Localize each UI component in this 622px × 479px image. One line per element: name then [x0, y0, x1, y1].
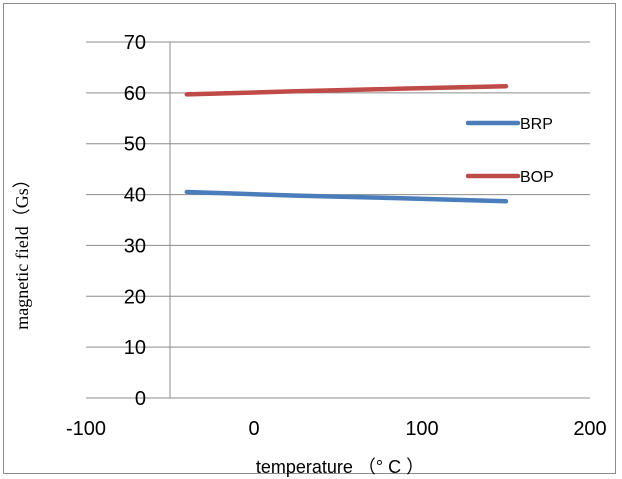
- y-tick-label: 10: [124, 337, 146, 359]
- x-tick-label: 100: [405, 418, 438, 440]
- tick-labels: 0 10 20 30 40 50 60 70 -100 0 100 200: [66, 32, 607, 440]
- y-tick-label: 40: [124, 185, 146, 207]
- x-axis-title: temperature （° C ）: [256, 457, 424, 477]
- y-tick-label: 60: [124, 83, 146, 105]
- y-tick-label: 30: [124, 235, 146, 257]
- x-tick-label: 200: [573, 418, 606, 440]
- series-line-bop: [184, 83, 509, 97]
- x-tick-label: -100: [66, 418, 106, 440]
- y-axis-title: magnetic field（Gs）: [12, 170, 32, 329]
- y-tick-label: 20: [124, 286, 146, 308]
- chart-frame: [3, 3, 616, 474]
- series-lines: [184, 83, 509, 204]
- x-tick-label: 0: [248, 418, 259, 440]
- series-line-brp: [184, 189, 509, 204]
- legend-label-brp: BRP: [520, 116, 553, 133]
- axes: [86, 42, 590, 399]
- y-tick-label: 70: [124, 32, 146, 54]
- legend-label-bop: BOP: [520, 169, 554, 186]
- y-tick-label: 50: [124, 134, 146, 156]
- y-tick-label: 0: [135, 388, 146, 410]
- legend: BRP BOP: [465, 116, 554, 186]
